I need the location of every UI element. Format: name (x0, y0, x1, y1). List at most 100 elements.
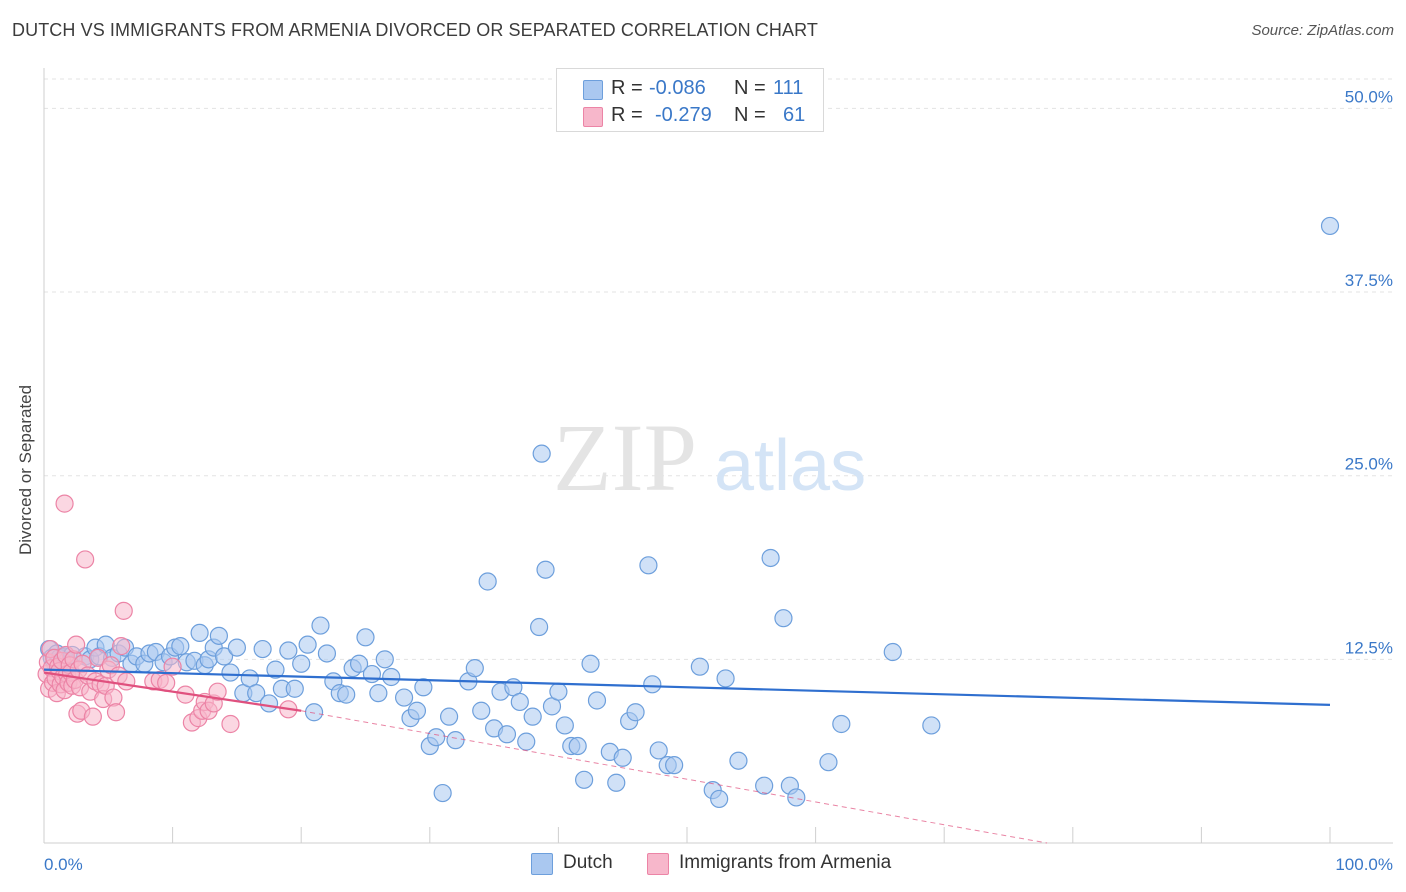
chart-title: DUTCH VS IMMIGRANTS FROM ARMENIA DIVORCE… (12, 20, 818, 40)
x-tick-label: 0.0% (44, 855, 83, 874)
dutch-point (362, 664, 382, 684)
dutch-point (665, 756, 684, 775)
dutch-point (369, 684, 388, 703)
dutch-point (214, 647, 234, 666)
legend-r-label: R = (611, 104, 643, 126)
dutch-point (439, 707, 459, 726)
y-tick-label: 50.0% (1345, 87, 1393, 106)
bottom-legend-swatch-armenia (647, 853, 669, 875)
dutch-point (819, 753, 838, 772)
legend-r-value: -0.086 (649, 77, 706, 99)
watermark: ZIP atlas (553, 404, 866, 511)
dutch-point (1320, 216, 1340, 236)
bottom-legend-label-armenia: Immigrants from Armenia (679, 852, 892, 873)
bottom-legend-label-dutch: Dutch (563, 852, 613, 873)
legend-n-label: N = (734, 104, 766, 126)
dutch-point (922, 716, 941, 735)
trend-lines (43, 668, 1331, 844)
dutch-point (253, 639, 272, 659)
dutch-point (414, 678, 433, 697)
dutch-point (517, 732, 536, 751)
dutch-point (171, 637, 190, 656)
dutch-point (649, 741, 668, 760)
dutch-trend-line (43, 668, 1331, 706)
dutch-point (639, 556, 658, 575)
dutch-point (774, 609, 793, 628)
dutch-point (497, 725, 517, 744)
x-tick-label: 100.0% (1335, 855, 1393, 874)
dutch-point (575, 770, 594, 789)
armenia-point (55, 494, 74, 513)
legend-swatch-armenia (583, 107, 603, 127)
bottom-legend-swatch-dutch (531, 853, 553, 875)
dutch-point (394, 688, 414, 707)
dutch-point (787, 788, 806, 807)
armenia-trend-line (43, 671, 302, 712)
dutch-point (613, 748, 632, 767)
y-tick-label: 25.0% (1345, 455, 1393, 474)
dutch-point (478, 572, 497, 591)
watermark-atlas: atlas (714, 426, 866, 506)
dutch-point (755, 776, 774, 795)
dutch-point (643, 675, 662, 694)
y-axis-title: Divorced or Separated (16, 384, 35, 555)
dutch-point (832, 714, 851, 734)
armenia-point (208, 682, 227, 701)
armenia-point (104, 688, 123, 707)
dutch-point (761, 548, 780, 568)
dutch-point (190, 623, 209, 643)
dutch-point (317, 644, 337, 663)
dutch-point (349, 654, 369, 673)
dutch-point (247, 684, 266, 703)
dutch-point (549, 682, 568, 701)
legend-r-label: R = (611, 77, 643, 99)
dutch-point (279, 641, 298, 660)
dutch-point (729, 751, 748, 770)
dutch-point (433, 783, 452, 803)
dutch-point (465, 659, 484, 678)
armenia-point (83, 707, 102, 726)
armenia-point (67, 635, 86, 654)
dutch-point (304, 703, 324, 722)
dutch-point (407, 701, 427, 720)
chart-source: Source: ZipAtlas.com (1251, 22, 1394, 39)
dutch-point (356, 628, 375, 647)
armenia-point (106, 703, 126, 722)
y-tick-label: 12.5% (1345, 638, 1393, 657)
armenia-point (76, 550, 95, 569)
armenia-point (117, 672, 136, 691)
dutch-point (530, 617, 549, 637)
stats-legend: R = -0.086 N = 111 R = -0.279 N = 61 (556, 68, 824, 132)
dutch-point (298, 635, 317, 654)
dutch-point (285, 679, 304, 698)
dutch-point (375, 650, 394, 669)
dutch-point (266, 660, 285, 679)
dutch-point (568, 736, 587, 756)
dutch-point (883, 642, 902, 662)
dutch-point (523, 707, 542, 726)
dutch-point (209, 626, 228, 645)
dutch-point (259, 694, 279, 713)
y-tick-label: 37.5% (1345, 271, 1393, 290)
dutch-point (716, 669, 735, 688)
legend-n-label: N = (734, 77, 766, 99)
dutch-point (555, 716, 574, 735)
dutch-point (427, 728, 446, 747)
armenia-point (163, 657, 182, 676)
armenia-point (221, 714, 240, 734)
dutch-point (710, 789, 729, 809)
dutch-point (690, 657, 709, 676)
dutch-point (221, 663, 240, 682)
watermark-zip: ZIP (553, 404, 697, 511)
legend-n-value: 111 (773, 77, 804, 99)
dutch-point (510, 692, 529, 712)
dutch-point (337, 685, 356, 704)
dutch-point (382, 667, 401, 687)
tick-labels: 12.5% 25.0% 37.5% 50.0% 0.0% 100.0% (44, 87, 1393, 874)
armenia-trend-extension (301, 710, 1048, 844)
dutch-point (446, 731, 465, 750)
armenia-point (114, 601, 133, 620)
legend-r-value: -0.279 (655, 104, 712, 126)
dutch-point (292, 654, 311, 673)
